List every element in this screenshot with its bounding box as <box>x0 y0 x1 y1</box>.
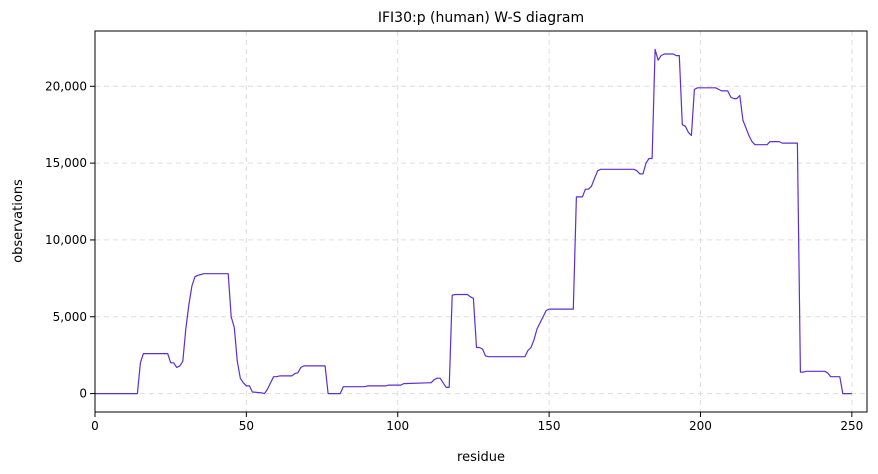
y-axis-label: observations <box>11 179 26 263</box>
x-axis-ticks: 0 50 100 150 200 250 <box>91 412 863 433</box>
x-tick-label: 50 <box>239 419 254 433</box>
x-tick-label: 100 <box>386 419 409 433</box>
y-tick-label: 5,000 <box>53 310 87 324</box>
x-axis-label: residue <box>457 450 505 465</box>
series-line <box>95 48 852 395</box>
y-tick-label: 15,000 <box>45 156 87 170</box>
y-tick-label: 0 <box>79 387 87 401</box>
x-tick-label: 0 <box>91 419 99 433</box>
chart-title: IFI30:p (human) W-S diagram <box>378 10 584 26</box>
x-tick-label: 250 <box>840 419 863 433</box>
grid-lines <box>94 31 867 412</box>
plot-frame <box>94 30 868 413</box>
y-axis-ticks: 0 5,000 10,000 15,000 20,000 <box>45 79 95 401</box>
plot-area <box>95 48 852 395</box>
y-tick-label: 10,000 <box>45 233 87 247</box>
y-tick-label: 20,000 <box>45 79 87 93</box>
x-tick-label: 150 <box>538 419 561 433</box>
x-tick-label: 200 <box>689 419 712 433</box>
